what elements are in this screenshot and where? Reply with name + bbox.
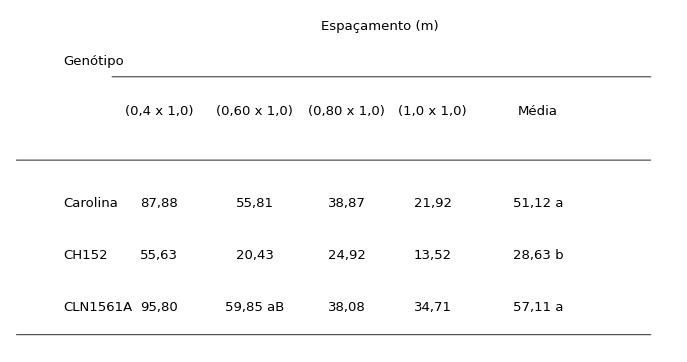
Text: 55,81: 55,81 <box>236 197 273 210</box>
Text: Genótipo: Genótipo <box>63 55 124 68</box>
Text: 51,12 a: 51,12 a <box>513 197 563 210</box>
Text: 38,08: 38,08 <box>328 301 365 314</box>
Text: 87,88: 87,88 <box>140 197 178 210</box>
Text: 95,80: 95,80 <box>140 301 178 314</box>
Text: 21,92: 21,92 <box>414 197 451 210</box>
Text: (0,80 x 1,0): (0,80 x 1,0) <box>308 105 385 118</box>
Text: 34,71: 34,71 <box>414 301 451 314</box>
Text: Carolina: Carolina <box>63 197 118 210</box>
Text: 24,92: 24,92 <box>328 249 365 262</box>
Text: 28,63 b: 28,63 b <box>513 249 563 262</box>
Text: 38,87: 38,87 <box>328 197 365 210</box>
Text: 20,43: 20,43 <box>236 249 273 262</box>
Text: Média: Média <box>518 105 558 118</box>
Text: 57,11 a: 57,11 a <box>513 301 563 314</box>
Text: (0,4 x 1,0): (0,4 x 1,0) <box>124 105 193 118</box>
Text: (0,60 x 1,0): (0,60 x 1,0) <box>216 105 293 118</box>
Text: Espaçamento (m): Espaçamento (m) <box>321 20 438 33</box>
Text: 13,52: 13,52 <box>414 249 451 262</box>
Text: (1,0 x 1,0): (1,0 x 1,0) <box>398 105 467 118</box>
Text: CLN1561A: CLN1561A <box>63 301 133 314</box>
Text: CH152: CH152 <box>63 249 108 262</box>
Text: 55,63: 55,63 <box>140 249 178 262</box>
Text: 59,85 aB: 59,85 aB <box>225 301 284 314</box>
